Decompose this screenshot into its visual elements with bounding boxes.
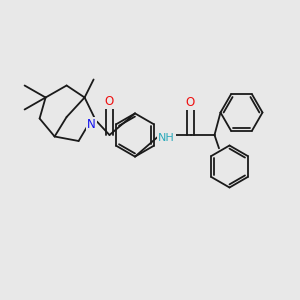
Text: O: O <box>104 95 113 108</box>
Text: O: O <box>185 96 194 110</box>
Text: N: N <box>87 118 96 131</box>
Text: NH: NH <box>158 133 175 143</box>
